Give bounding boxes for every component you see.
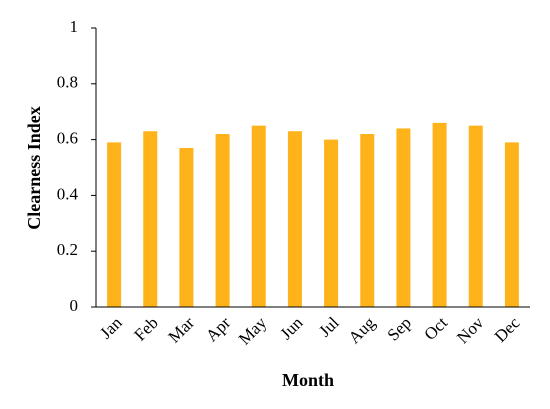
x-tick-label: May: [235, 313, 271, 349]
x-tick-label: Jan: [96, 313, 126, 343]
y-tick-label: 0.2: [57, 240, 78, 259]
bar: [251, 125, 266, 308]
bar: [504, 142, 519, 307]
x-tick-label: Mar: [165, 313, 199, 347]
bar: [107, 142, 122, 307]
bar: [287, 131, 302, 307]
bar: [468, 125, 483, 308]
y-tick-label: 0.8: [57, 73, 78, 92]
x-tick-label: Jul: [315, 313, 343, 341]
x-tick-label: Dec: [491, 313, 524, 346]
y-tick-label: 1: [70, 17, 79, 36]
x-tick-label: Jun: [276, 313, 306, 343]
y-tick-label: 0.4: [57, 184, 79, 203]
x-tick-label: Oct: [420, 313, 451, 344]
x-tick-label: Nov: [453, 313, 487, 347]
x-tick-label: Aug: [345, 313, 379, 347]
bar: [360, 134, 375, 307]
bar: [396, 128, 411, 307]
x-tick-label: Apr: [202, 313, 234, 345]
bar: [143, 131, 158, 307]
bar: [179, 147, 194, 307]
bar: [215, 134, 230, 307]
x-tick-label: Sep: [384, 313, 415, 344]
bar: [432, 122, 447, 307]
bar: [324, 139, 339, 307]
y-axis-label: Clearness Index: [24, 106, 44, 230]
y-tick-label: 0: [70, 296, 79, 315]
x-tick-label: Feb: [130, 313, 161, 344]
x-axis-label: Month: [282, 370, 334, 390]
y-tick-label: 0.6: [57, 129, 78, 148]
